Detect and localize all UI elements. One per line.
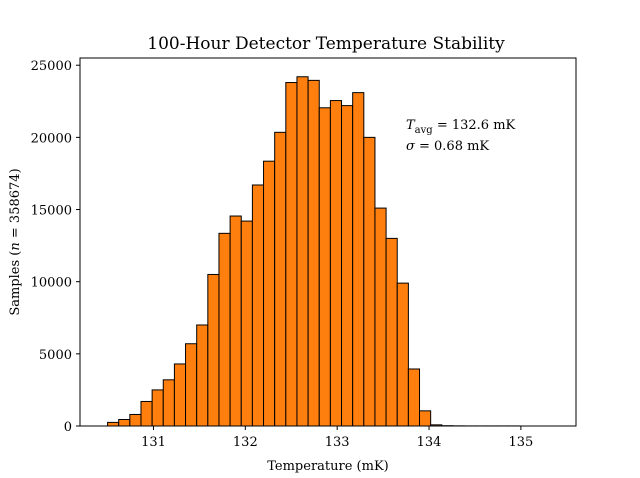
y-axis-label-equals: = [8, 223, 23, 242]
chart-title: 100-Hour Detector Temperature Stability [147, 34, 505, 54]
y-axis-label-suffix: ) [8, 168, 23, 173]
y-axis-label-prefix: Samples ( [8, 251, 23, 316]
x-tick-label: 132 [233, 435, 258, 450]
x-tick-label: 134 [417, 435, 442, 450]
plot-frame [79, 57, 577, 427]
histogram-bar [218, 232, 231, 427]
y-axis-label-count: 358674 [8, 173, 23, 223]
histogram-bar [318, 107, 331, 427]
histogram-bar [140, 400, 153, 427]
histogram-bar [296, 76, 309, 427]
histogram-bar [118, 419, 131, 427]
histogram-bar [173, 363, 187, 427]
histogram-bar [363, 136, 376, 427]
histogram-bar [263, 160, 276, 427]
annotation-tavg: Tavg = 132.6 mK [406, 118, 516, 136]
histogram-bar [151, 389, 164, 427]
histogram-bar [207, 273, 220, 427]
histogram-bar [307, 79, 320, 427]
histogram-bar [407, 368, 421, 427]
y-tick-label: 0 [64, 420, 72, 435]
histogram-bar [251, 184, 265, 427]
y-axis-label: Samples (n = 358674) [8, 168, 23, 315]
y-tick-label: 5000 [39, 348, 72, 363]
histogram-bar [185, 343, 198, 427]
annotation-sigma-symbol: σ [406, 139, 416, 154]
histogram-bar [129, 413, 142, 427]
histogram-bar [229, 215, 242, 427]
x-axis-label: Temperature (mK) [267, 459, 388, 474]
annotation-tavg-symbol: T [406, 118, 416, 133]
annotation-sigma: σ = 0.68 mK [406, 139, 489, 154]
x-tick-label: 135 [508, 435, 533, 450]
x-tick-label: 133 [325, 435, 350, 450]
histogram-bar [352, 92, 365, 427]
bars-group [107, 76, 521, 427]
annotation-sigma-value: = 0.68 mK [415, 139, 490, 154]
histogram-bar [196, 324, 209, 427]
y-tick-label: 20000 [31, 131, 72, 146]
x-axis-ticks: 131 132 133 134 135 [141, 426, 533, 450]
y-tick-label: 15000 [31, 204, 72, 219]
histogram-bar [385, 237, 398, 427]
y-tick-label: 10000 [31, 276, 72, 291]
x-tick-label: 131 [141, 435, 166, 450]
y-tick-label: 25000 [31, 59, 72, 74]
histogram-bar [285, 82, 298, 427]
histogram-bar [396, 282, 409, 427]
histogram-bar [240, 220, 253, 427]
histogram-bar [274, 131, 287, 427]
histogram-bar [329, 100, 343, 427]
y-axis-label-n: n [8, 242, 23, 250]
histogram-bar [374, 207, 387, 427]
histogram-bar [419, 410, 432, 427]
y-axis-ticks: 0 5000 10000 15000 20000 25000 [31, 59, 80, 435]
annotation-tavg-subscript: avg [415, 125, 434, 136]
histogram-bar [107, 421, 120, 427]
histogram-bar [162, 379, 175, 427]
annotation-tavg-value: = 132.6 mK [433, 118, 516, 133]
histogram-bar [341, 105, 354, 427]
